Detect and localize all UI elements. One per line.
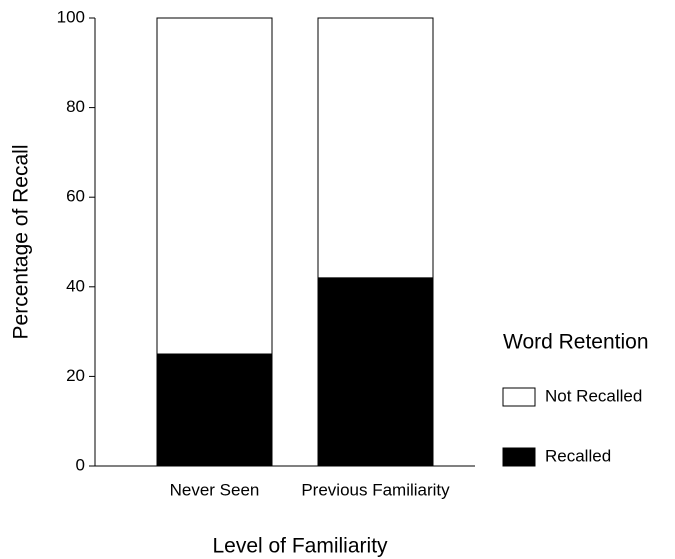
y-axis-label: Percentage of Recall [10, 145, 33, 340]
legend-swatch [502, 387, 536, 407]
legend-label: Not Recalled [545, 386, 642, 405]
y-tick-label: 0 [76, 455, 85, 474]
x-axis-label: Level of Familiarity [212, 535, 388, 558]
legend-title: Word Retention [503, 331, 649, 354]
bar-segment [156, 17, 273, 355]
bar-segment [156, 353, 273, 467]
bar-segment [317, 17, 434, 279]
y-tick-label: 100 [57, 7, 85, 26]
x-tick-label: Previous Familiarity [301, 480, 450, 499]
y-tick-label: 20 [66, 366, 85, 385]
x-tick-label: Never Seen [170, 480, 260, 499]
legend-label: Recalled [545, 446, 611, 465]
bar-segment [317, 277, 434, 467]
y-tick-label: 40 [66, 276, 85, 295]
y-tick-label: 60 [66, 187, 85, 206]
y-tick-label: 80 [66, 97, 85, 116]
legend-swatch [502, 447, 536, 467]
